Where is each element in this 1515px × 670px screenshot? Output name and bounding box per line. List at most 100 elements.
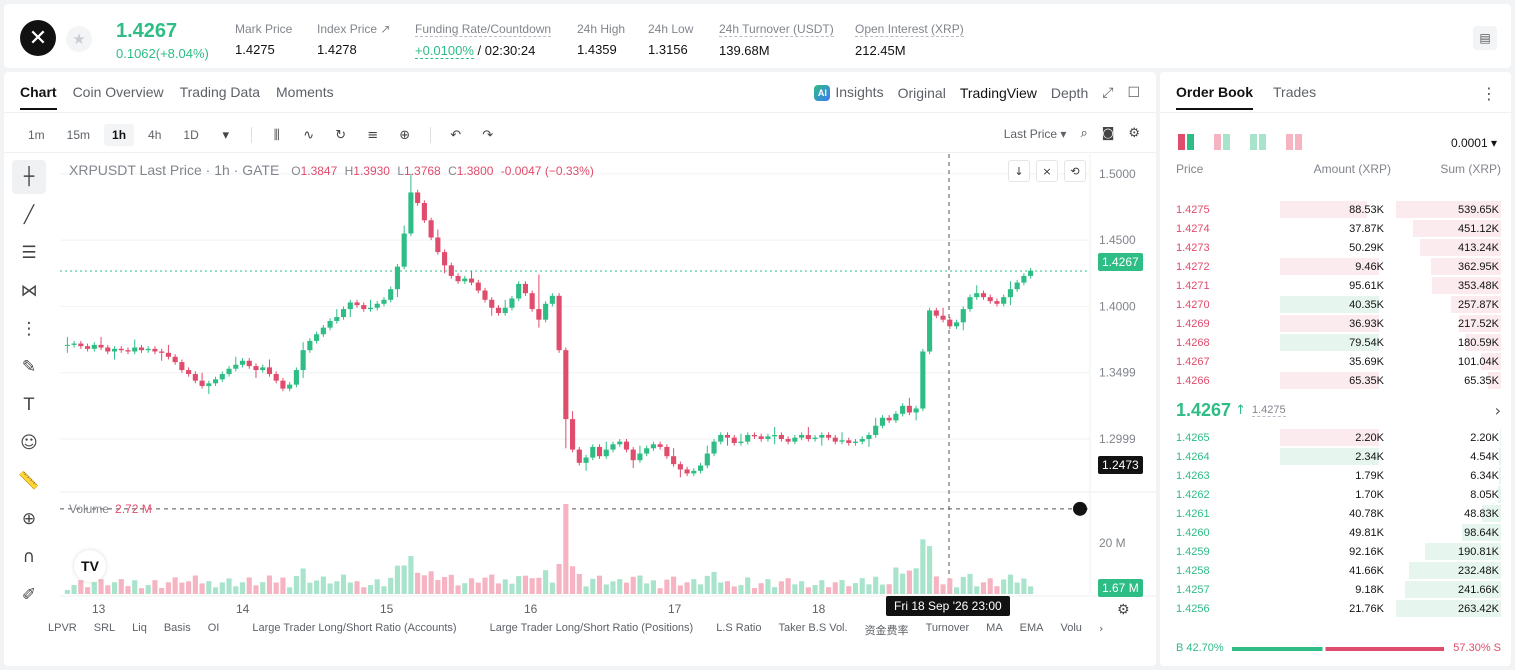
bid-row[interactable]: 1.4260 49.81K 98.64K [1176, 523, 1501, 542]
pattern-icon[interactable]: ⋈ [20, 281, 38, 301]
tradingview-logo[interactable]: TV [74, 550, 106, 582]
tab-chart[interactable]: Chart [20, 84, 57, 110]
bid-row[interactable]: 1.4256 21.76K 263.42K [1176, 599, 1501, 618]
ask-row[interactable]: 1.4268 79.54K 180.59K [1176, 333, 1501, 352]
timeframe-1d[interactable]: 1D [183, 128, 199, 142]
brush-icon[interactable]: ✎ [21, 357, 37, 377]
trend-line-icon[interactable]: ╱ [23, 205, 35, 225]
volume-bar [314, 580, 320, 594]
tab-order-book[interactable]: Order Book [1176, 84, 1254, 110]
fib-icon[interactable]: ⋮ [20, 319, 38, 339]
timeframe-4h[interactable]: 4h [148, 128, 162, 142]
horizontal-lines-icon[interactable]: ☰ [21, 243, 37, 263]
tab-trading-data[interactable]: Trading Data [179, 84, 261, 100]
volume-legend: Volume 2.72 M [69, 502, 152, 516]
indicator-ema[interactable]: EMA [1019, 622, 1044, 634]
book-icon[interactable]: ▤ [1473, 26, 1497, 50]
ask-row[interactable]: 1.4274 37.87K 451.12K [1176, 219, 1501, 238]
candle-type-icon[interactable]: ⫼ [273, 127, 280, 143]
ask-row[interactable]: 1.4266 65.35K 65.35K [1176, 371, 1501, 390]
timeframe-1h[interactable]: 1h [104, 124, 135, 146]
crosshair-icon[interactable]: ┼ [12, 160, 46, 194]
undo-icon[interactable]: ↶ [450, 127, 462, 143]
bid-row[interactable]: 1.4261 40.78K 48.83K [1176, 504, 1501, 523]
text-tool-icon[interactable]: T [23, 395, 35, 415]
price-chart[interactable]: 1.5000 1.4500 1.4000 1.3499 1.2999 20 M 13 14 15… [4, 72, 1156, 666]
timeframe-1m[interactable]: 1m [28, 128, 45, 142]
indicator-taker-bs-vol[interactable]: Taker B.S Vol. [778, 622, 848, 634]
tab-tradingview[interactable]: TradingView [959, 84, 1037, 101]
ask-row[interactable]: 1.4273 50.29K 413.24K [1176, 238, 1501, 257]
bid-row[interactable]: 1.4265 2.20K 2.20K [1176, 428, 1501, 447]
ask-row[interactable]: 1.4270 40.35K 257.87K [1176, 295, 1501, 314]
redo-icon[interactable]: ↷ [482, 127, 494, 143]
favorite-star-icon[interactable]: ★ [66, 26, 92, 52]
settings-gear-icon[interactable]: ⚙ [1128, 126, 1140, 141]
indicator-srl[interactable]: SRL [93, 622, 116, 634]
collapse-icon[interactable]: × [1036, 160, 1058, 182]
layout-bids-icon[interactable] [1250, 134, 1266, 150]
bid-row[interactable]: 1.4262 1.70K 8.05K [1176, 485, 1501, 504]
indicator-lpvr[interactable]: LPVR [48, 622, 77, 634]
candle-body [435, 237, 441, 253]
indicator-liq[interactable]: Liq [132, 622, 147, 634]
ask-row[interactable]: 1.4275 88.53K 539.65K [1176, 200, 1501, 219]
emoji-icon[interactable]: ☺ [20, 433, 38, 453]
candle-body [273, 374, 279, 381]
indicators-icon[interactable]: ∿ [303, 127, 315, 143]
legend-ohlc: O1.3847 H1.3930 L1.3768 C1.3800 -0.0047 … [291, 164, 594, 178]
tab-coin-overview[interactable]: Coin Overview [72, 84, 164, 100]
ask-row[interactable]: 1.4267 35.69K 101.04K [1176, 352, 1501, 371]
indicator-large-trader-positions[interactable]: Large Trader Long/Short Ratio (Positions… [489, 622, 694, 634]
volume-bar [832, 582, 838, 594]
layout-split-icon[interactable] [1214, 134, 1230, 150]
indicator-ma[interactable]: MA [986, 622, 1003, 634]
candle-body [172, 356, 178, 363]
refresh-icon[interactable]: ⟲ [1064, 160, 1086, 182]
expand-icon[interactable]: ⤢ [1102, 84, 1114, 101]
indicator-large-trader-accounts[interactable]: Large Trader Long/Short Ratio (Accounts) [252, 622, 457, 634]
indicator-funding-rate[interactable]: 资金费率 [864, 625, 909, 637]
replay-icon[interactable]: ↻ [335, 127, 347, 143]
camera-icon[interactable]: ◙ [1101, 126, 1115, 141]
indicator-oi[interactable]: OI [207, 622, 220, 634]
templates-icon[interactable]: ≡ [367, 127, 379, 143]
price-source-select[interactable]: Last Price ▾ [1003, 126, 1067, 141]
ruler-icon[interactable]: 📏 [18, 471, 40, 491]
tab-moments[interactable]: Moments [276, 84, 334, 100]
bid-row[interactable]: 1.4263 1.79K 6.34K [1176, 466, 1501, 485]
pencil-lock-icon[interactable]: ✐ [21, 585, 37, 605]
bid-row[interactable]: 1.4258 41.66K 232.48K [1176, 561, 1501, 580]
ask-row[interactable]: 1.4272 9.46K 362.95K [1176, 257, 1501, 276]
precision-select[interactable]: 0.0001 ▾ [1450, 136, 1497, 150]
ask-row[interactable]: 1.4271 95.61K 353.48K [1176, 276, 1501, 295]
search-icon[interactable]: ⌕ [1080, 126, 1088, 141]
more-options-icon[interactable]: ⋮ [1481, 84, 1497, 103]
timeframe-dropdown-icon[interactable]: ▾ [222, 127, 229, 143]
window-icon[interactable]: ☐ [1127, 84, 1140, 101]
bid-row[interactable]: 1.4257 9.18K 241.66K [1176, 580, 1501, 599]
layout-asks-icon[interactable] [1286, 134, 1302, 150]
bid-row[interactable]: 1.4259 92.16K 190.81K [1176, 542, 1501, 561]
layout-both-icon[interactable] [1178, 134, 1194, 150]
scroll-down-icon[interactable]: ↓ [1008, 160, 1030, 182]
bid-row[interactable]: 1.4264 2.34K 4.54K [1176, 447, 1501, 466]
chevron-right-icon[interactable]: › [1098, 622, 1104, 635]
tab-trades[interactable]: Trades [1273, 84, 1317, 100]
tab-insights[interactable]: AI Insights [814, 84, 884, 102]
timeframe-15m[interactable]: 15m [66, 128, 91, 142]
bid-sum: 48.83K [1464, 507, 1499, 520]
chevron-right-icon[interactable]: › [1494, 401, 1501, 420]
ask-row[interactable]: 1.4269 36.93K 217.52K [1176, 314, 1501, 333]
zoom-in-icon[interactable]: ⊕ [21, 509, 37, 529]
tab-depth[interactable]: Depth [1050, 84, 1089, 101]
magnet-icon[interactable]: ∩ [22, 547, 36, 567]
stat-index-price[interactable]: Index Price ↗ 1.4278 [317, 22, 391, 57]
tab-original[interactable]: Original [897, 84, 946, 101]
add-alert-icon[interactable]: ⊕ [399, 127, 411, 143]
indicator-ls-ratio[interactable]: L.S Ratio [716, 622, 762, 634]
indicator-turnover[interactable]: Turnover [925, 622, 970, 634]
mid-price-row[interactable]: 1.4267 ↑ 1.4275 › [1176, 400, 1501, 421]
indicator-volume[interactable]: Volu [1060, 622, 1082, 634]
indicator-basis[interactable]: Basis [163, 622, 191, 634]
